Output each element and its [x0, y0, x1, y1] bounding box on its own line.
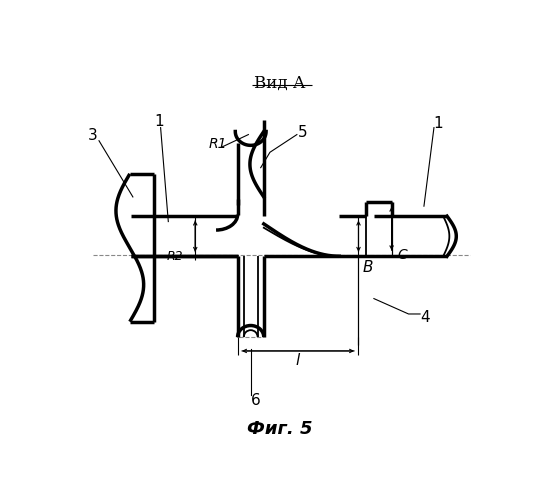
Text: Фиг. 5: Фиг. 5	[247, 420, 313, 438]
Text: B: B	[363, 259, 373, 274]
Text: l: l	[296, 353, 300, 368]
Text: 4: 4	[421, 309, 430, 324]
Text: 3: 3	[88, 128, 98, 143]
Text: R1: R1	[209, 137, 228, 151]
Text: 1: 1	[154, 114, 164, 129]
Text: 1: 1	[433, 116, 443, 131]
Text: C: C	[398, 248, 408, 261]
Text: 6: 6	[251, 393, 261, 408]
Text: 5: 5	[298, 125, 308, 140]
Text: R2: R2	[167, 250, 184, 263]
Text: Вид А: Вид А	[254, 75, 306, 92]
